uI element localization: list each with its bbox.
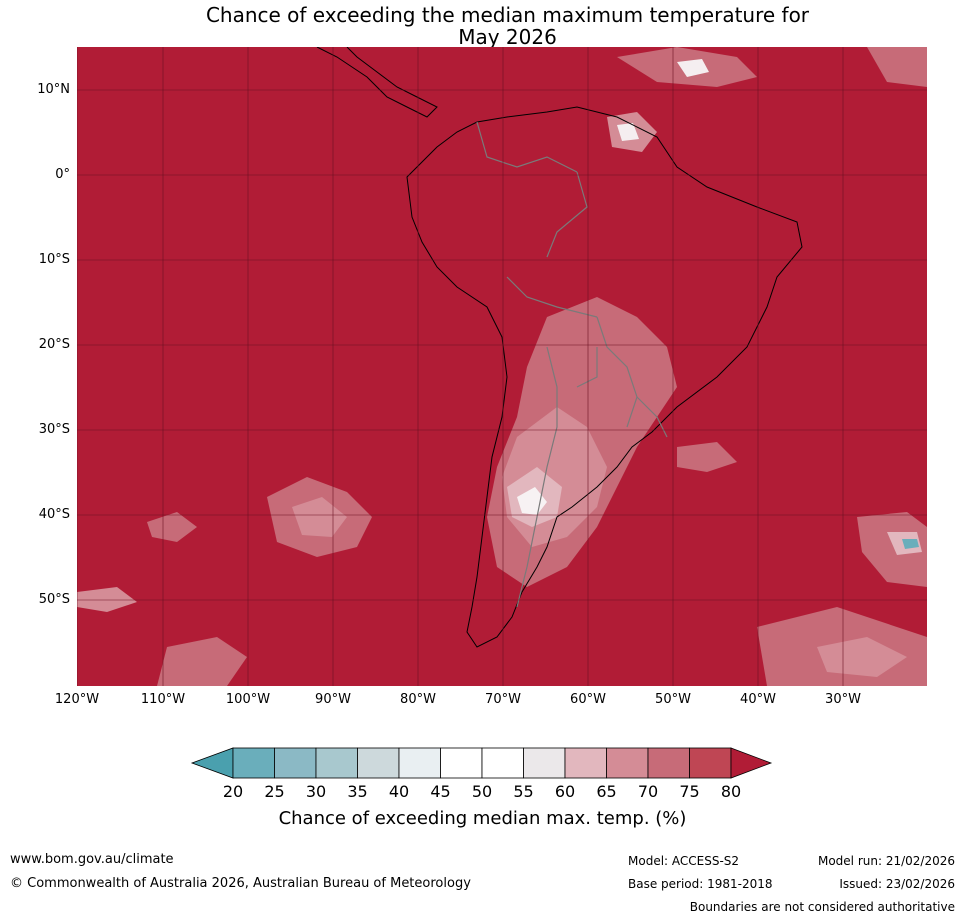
colorbar-extension-high	[730, 747, 773, 779]
patch-southern-2	[157, 637, 247, 686]
colorbar-extension-low	[190, 747, 234, 779]
lon-label-70w: 70°W	[485, 692, 521, 707]
patch-southern-inner	[817, 637, 907, 677]
colorbar-tick-label: 80	[720, 782, 742, 801]
coastline-south-america	[406, 106, 803, 648]
colorbar-tick-label: 55	[513, 782, 534, 801]
patch-south-atlantic-2	[857, 512, 927, 587]
colorbar-tick-label: 70	[637, 782, 659, 801]
colorbar-tick-label: 65	[596, 782, 617, 801]
graticule	[77, 47, 927, 686]
colorbar-segment	[315, 747, 358, 779]
lat-label-50s: 50°S	[38, 592, 70, 607]
colorbar-tick-label: 60	[554, 782, 576, 801]
patch-pacific-3	[77, 587, 137, 612]
coastline-central-america	[316, 47, 438, 118]
country-borders	[476, 121, 668, 608]
lon-label-80w: 80°W	[400, 692, 436, 707]
colorbar-tick-label: 40	[388, 782, 410, 801]
lon-label-110w: 110°W	[140, 692, 186, 707]
patch-north-east	[867, 47, 927, 87]
lat-label-40s: 40°S	[38, 507, 70, 522]
footer-website[interactable]: www.bom.gov.au/climate	[10, 852, 174, 867]
colorbar-tick-label: 30	[305, 782, 327, 801]
footer-model: Model: ACCESS-S2	[628, 854, 740, 868]
patch-guiana-white	[617, 123, 639, 141]
footer-disclaimer: Boundaries are not considered authoritat…	[689, 900, 955, 914]
map-canvas	[77, 47, 927, 686]
patch-south-atlantic-1	[677, 442, 737, 472]
colorbar-segment	[689, 747, 732, 779]
colorbar	[190, 747, 773, 779]
lon-label-100w: 100°W	[225, 692, 271, 707]
colorbar-segment	[647, 747, 690, 779]
lon-label-60w: 60°W	[570, 692, 606, 707]
colorbar-label: Chance of exceeding median max. temp. (%…	[278, 808, 687, 829]
colorbar-tick-label: 25	[264, 782, 285, 801]
footer-issued: Issued: 23/02/2026	[839, 877, 955, 891]
lat-label-10n: 10°N	[37, 82, 70, 97]
map-panel	[77, 47, 927, 686]
lon-label-90w: 90°W	[315, 692, 351, 707]
colorbar-segment	[564, 747, 607, 779]
lat-label-10s: 10°S	[38, 252, 70, 267]
chart-title: Chance of exceeding the median maximum t…	[0, 4, 965, 48]
patch-pacific-2	[147, 512, 197, 542]
colorbar-segment	[398, 747, 441, 779]
colorbar-tick-label: 20	[222, 782, 244, 801]
footer-model-run: Model run: 21/02/2026	[817, 854, 955, 868]
lon-label-120w: 120°W	[54, 692, 100, 707]
colorbar-tick-label: 35	[347, 782, 368, 801]
footer-copyright: © Commonwealth of Australia 2026, Austra…	[10, 876, 471, 891]
colorbar-segment	[440, 747, 483, 779]
probability-patches	[77, 47, 927, 686]
title-line-1: Chance of exceeding the median maximum t…	[205, 3, 810, 27]
colorbar-segment	[232, 747, 275, 779]
lon-label-30w: 30°W	[825, 692, 861, 707]
lat-label-30s: 30°S	[38, 422, 70, 437]
lat-label-20s: 20°S	[38, 337, 70, 352]
patch-inner-white	[517, 487, 547, 515]
colorbar-segment	[481, 747, 524, 779]
lon-label-40w: 40°W	[740, 692, 776, 707]
colorbar-tick-label: 45	[430, 782, 451, 801]
title-line-2: May 2026	[458, 25, 557, 49]
colorbar-segment	[606, 747, 649, 779]
colorbar-segment	[523, 747, 566, 779]
lon-label-50w: 50°W	[655, 692, 691, 707]
patch-north-atlantic-white	[677, 59, 709, 77]
colorbar-tick-label: 50	[471, 782, 493, 801]
footer-base-period: Base period: 1981-2018	[628, 877, 773, 891]
lat-label-0: 0°	[55, 167, 70, 182]
patch-south-atlantic-blue	[902, 539, 919, 549]
colorbar-tick-label: 75	[679, 782, 700, 801]
colorbar-segment	[274, 747, 317, 779]
colorbar-segment	[357, 747, 400, 779]
